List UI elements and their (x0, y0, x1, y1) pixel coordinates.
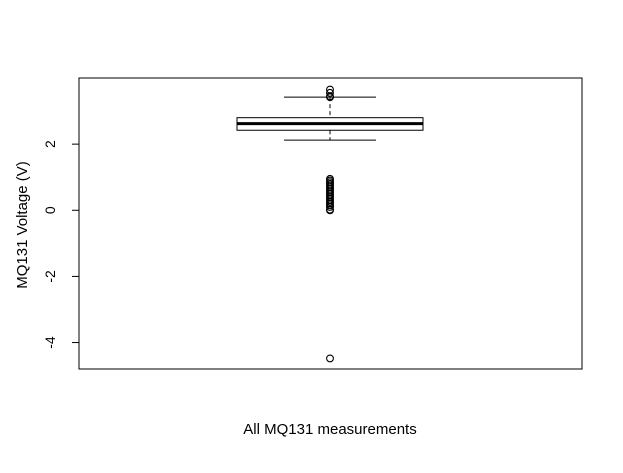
y-tick-label: -2 (42, 270, 58, 283)
outlier-point (326, 93, 334, 102)
y-tick-label: -4 (42, 336, 58, 349)
outlier-point (326, 354, 334, 363)
box-group (236, 96, 424, 141)
outlier-group (326, 85, 334, 363)
y-axis-label: MQ131 Voltage (V) (14, 161, 31, 289)
outlier-point (326, 203, 334, 211)
y-tick-label: 2 (42, 140, 58, 148)
x-axis-label: All MQ131 measurements (243, 421, 416, 438)
y-tick-label: 0 (42, 206, 58, 214)
y-axis: -4 -2 0 2 (42, 140, 80, 349)
outlier-point (326, 206, 334, 215)
outlier-point (326, 88, 334, 97)
